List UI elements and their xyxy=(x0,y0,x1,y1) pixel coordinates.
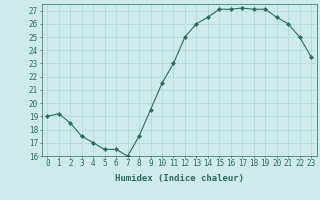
X-axis label: Humidex (Indice chaleur): Humidex (Indice chaleur) xyxy=(115,174,244,183)
